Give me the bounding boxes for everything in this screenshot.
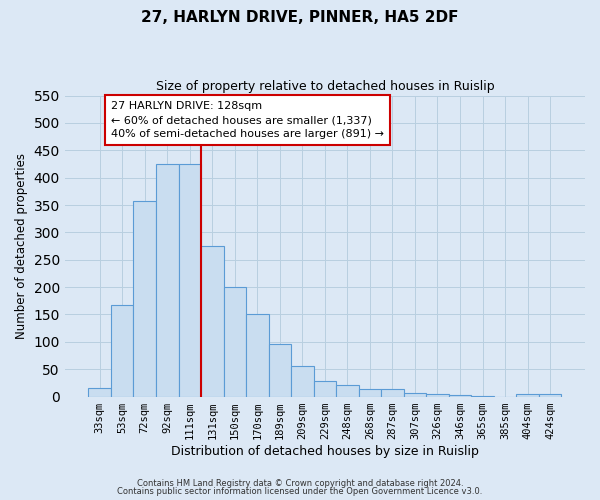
Text: Contains HM Land Registry data © Crown copyright and database right 2024.: Contains HM Land Registry data © Crown c… [137, 478, 463, 488]
Bar [517, 394, 539, 396]
Bar [404, 393, 426, 396]
Bar [314, 382, 336, 396]
Bar [156, 164, 179, 396]
Bar [539, 394, 562, 396]
X-axis label: Distribution of detached houses by size in Ruislip: Distribution of detached houses by size … [171, 444, 479, 458]
Bar [269, 344, 291, 397]
Text: 27, HARLYN DRIVE, PINNER, HA5 2DF: 27, HARLYN DRIVE, PINNER, HA5 2DF [141, 10, 459, 25]
Bar [336, 384, 359, 396]
Text: Contains public sector information licensed under the Open Government Licence v3: Contains public sector information licen… [118, 487, 482, 496]
Bar [246, 314, 269, 396]
Bar [291, 366, 314, 396]
Title: Size of property relative to detached houses in Ruislip: Size of property relative to detached ho… [155, 80, 494, 93]
Text: 27 HARLYN DRIVE: 128sqm
← 60% of detached houses are smaller (1,337)
40% of semi: 27 HARLYN DRIVE: 128sqm ← 60% of detache… [111, 101, 384, 139]
Bar [201, 246, 224, 396]
Bar [111, 304, 133, 396]
Bar [449, 395, 471, 396]
Y-axis label: Number of detached properties: Number of detached properties [15, 153, 28, 339]
Bar [381, 389, 404, 396]
Bar [179, 164, 201, 396]
Bar [426, 394, 449, 396]
Bar [133, 201, 156, 396]
Bar [88, 388, 111, 396]
Bar [224, 287, 246, 397]
Bar [359, 389, 381, 396]
